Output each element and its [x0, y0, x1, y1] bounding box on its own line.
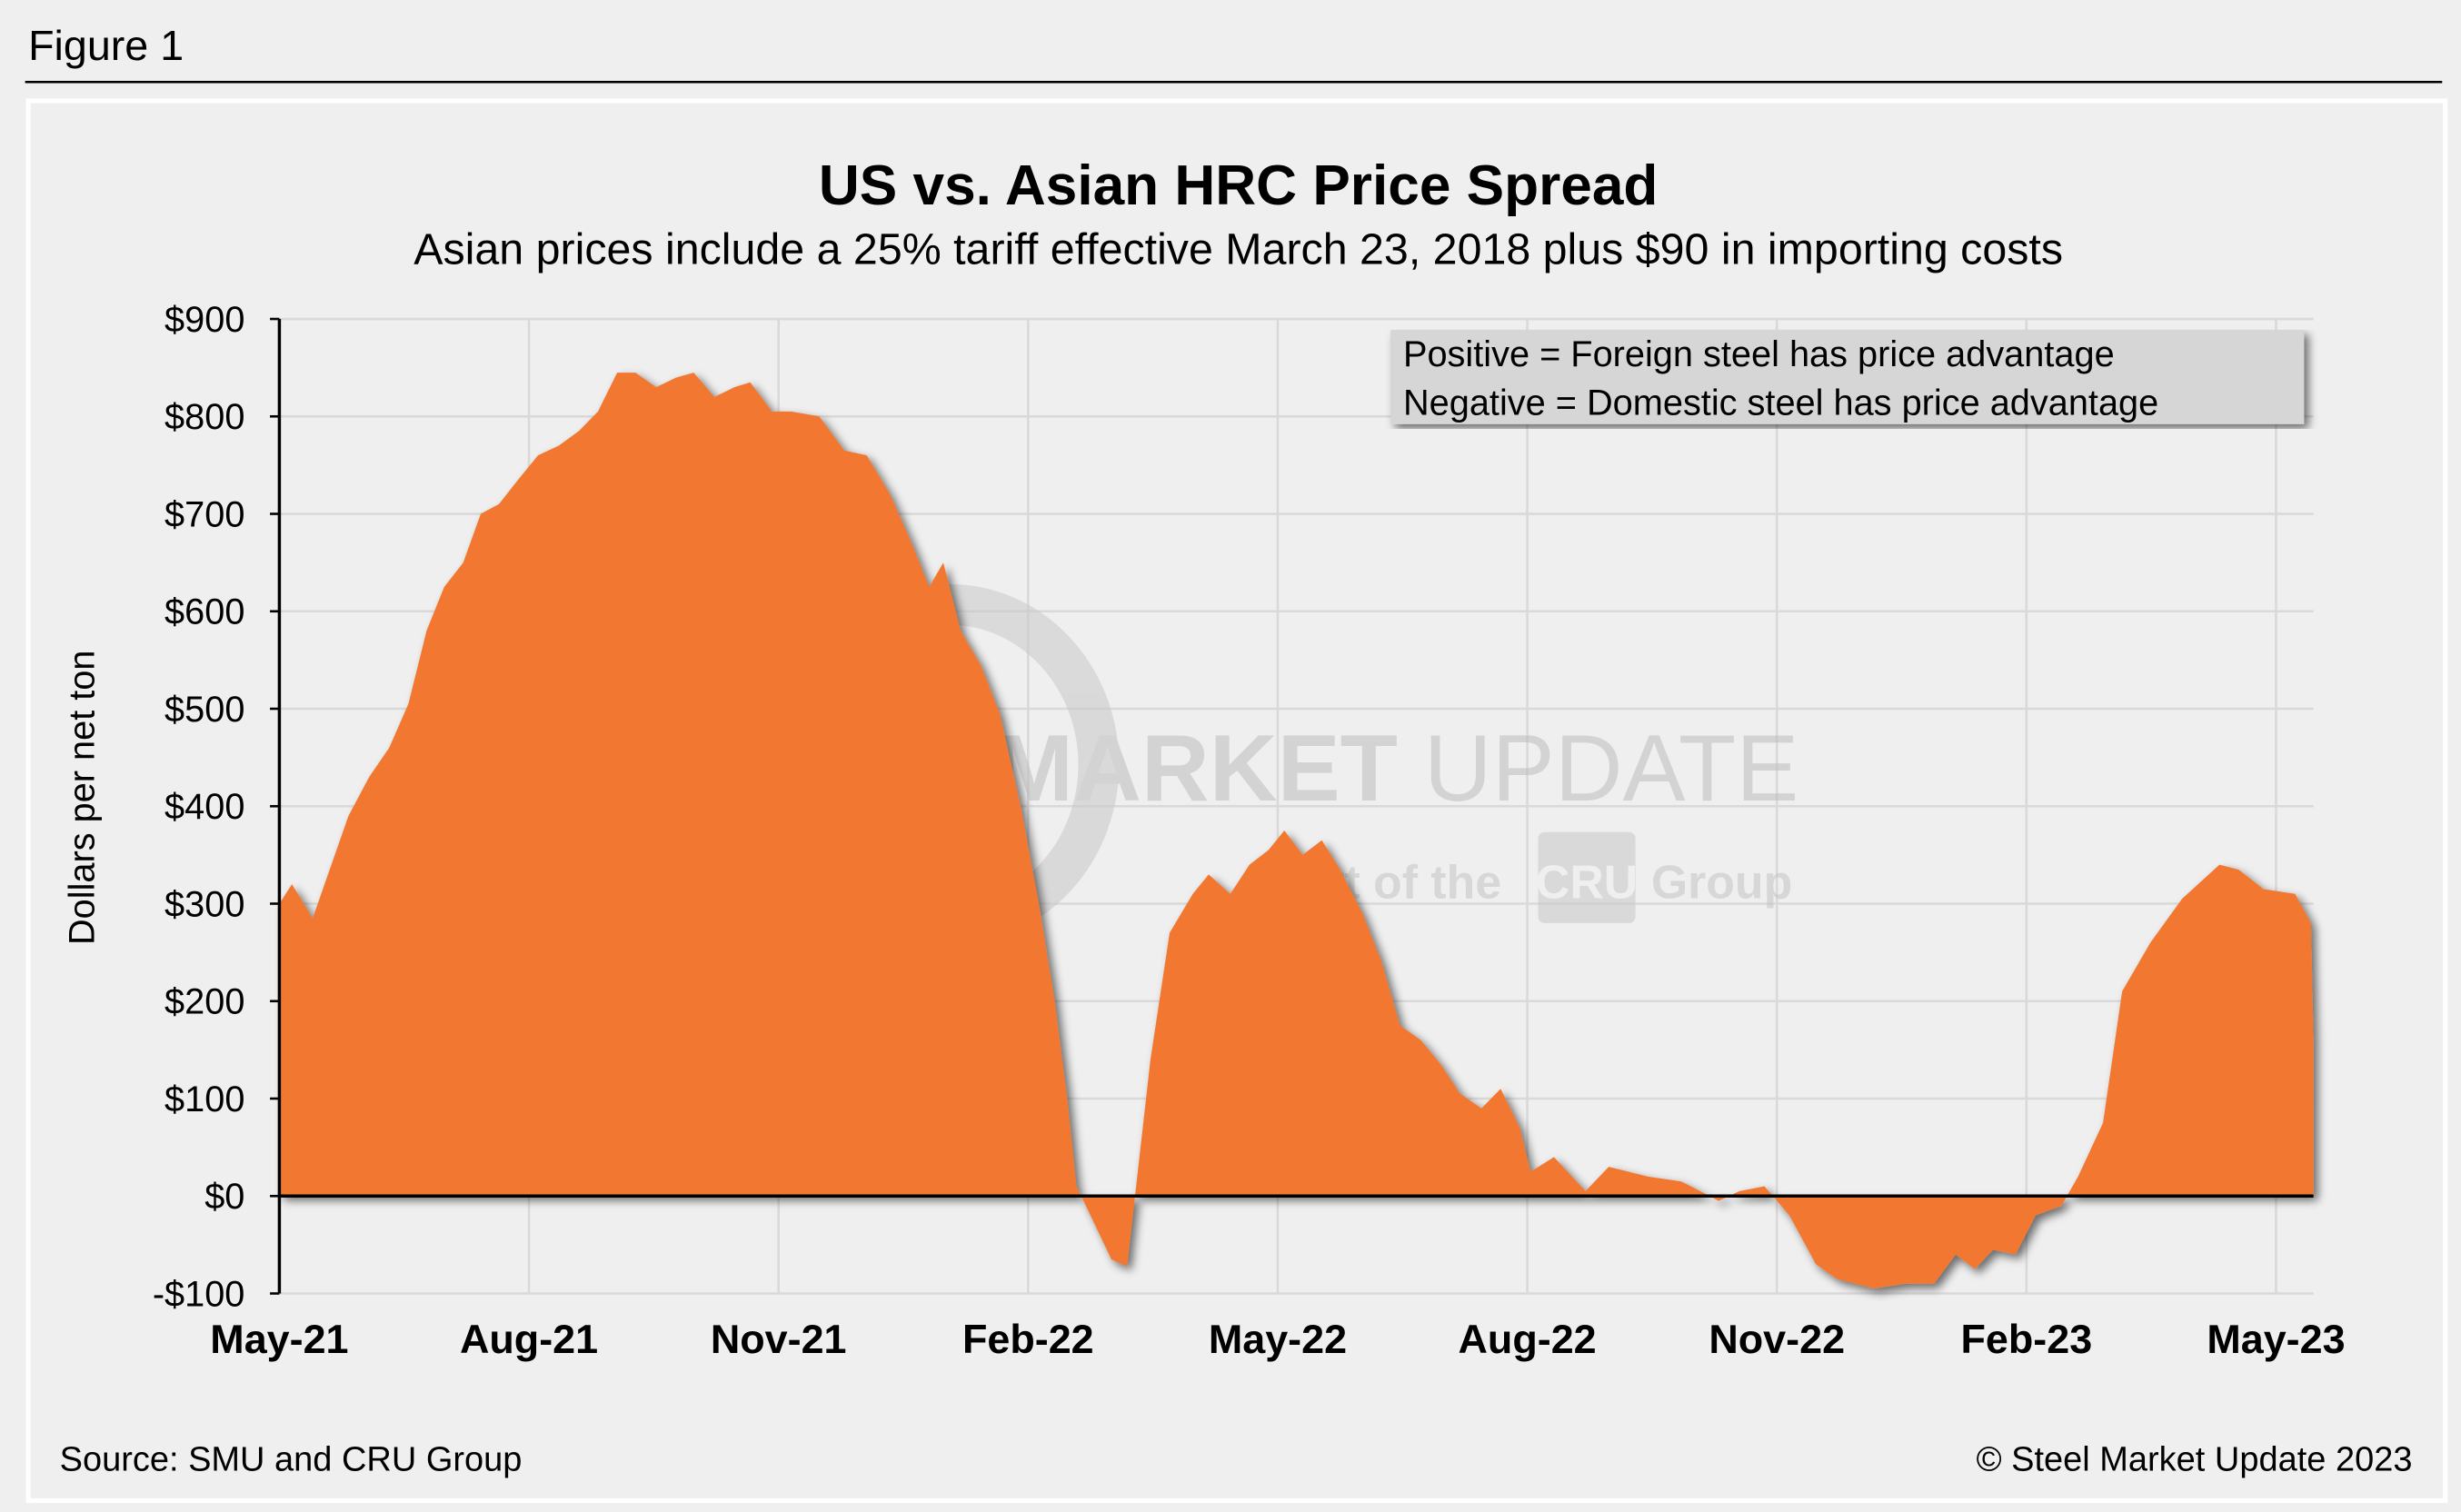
y-tick-label: $300	[164, 884, 244, 924]
y-tick-label: $400	[164, 787, 244, 827]
x-tick-label: May-21	[210, 1316, 348, 1362]
axes	[270, 317, 2314, 1295]
x-tick-label: May-22	[1209, 1316, 1347, 1362]
figure-label: Figure 1	[28, 22, 184, 69]
y-tick-label: -$100	[153, 1274, 245, 1314]
spread-area	[279, 373, 2314, 1289]
x-tick-label: Nov-21	[711, 1316, 847, 1362]
x-tick-label: Aug-21	[460, 1316, 598, 1362]
x-tick-label: Feb-23	[1960, 1316, 2092, 1362]
y-axis-label: Dollars per net ton	[63, 650, 103, 945]
svg-text:Group: Group	[1651, 855, 1792, 908]
y-tick-label: $100	[164, 1079, 244, 1119]
y-tick-label: $600	[164, 592, 244, 632]
y-tick-label: $900	[164, 300, 244, 340]
legend-positive: Positive = Foreign steel has price advan…	[1403, 334, 2115, 374]
legend-negative: Negative = Domestic steel has price adva…	[1403, 383, 2158, 423]
x-tick-label: Aug-22	[1458, 1316, 1596, 1362]
y-tick-label: $0	[204, 1177, 244, 1217]
chart-subtitle: Asian prices include a 25% tariff effect…	[413, 225, 2063, 274]
legend-box	[1390, 330, 2305, 424]
y-tick-label: $800	[164, 397, 244, 437]
tick-labels: $900 $800 $700 $600 $500 $400 $300 $200 $100 $0 -$…	[153, 300, 2346, 1362]
copyright-note: © Steel Market Update 2023	[1977, 1441, 2413, 1479]
y-tick-label: $700	[164, 494, 244, 534]
chart-title: US vs. Asian HRC Price Spread	[819, 154, 1658, 217]
source-note: Source: SMU and CRU Group	[60, 1441, 523, 1479]
x-tick-label: Feb-22	[962, 1316, 1094, 1362]
y-tick-label: $200	[164, 982, 244, 1022]
x-tick-label: Nov-22	[1709, 1316, 1845, 1362]
y-tick-label: $500	[164, 690, 244, 730]
x-tick-label: May-23	[2207, 1316, 2345, 1362]
svg-text:CRU: CRU	[1536, 855, 1638, 908]
